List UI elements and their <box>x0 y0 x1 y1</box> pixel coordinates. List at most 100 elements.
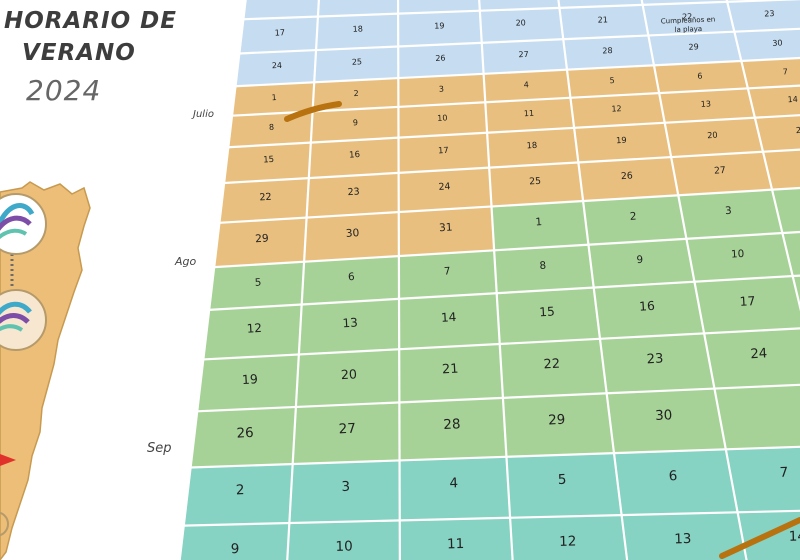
calendar-day-number: 24 <box>272 61 283 70</box>
calendar-day-number: 7 <box>782 67 788 76</box>
calendar-cell <box>398 250 497 299</box>
calendar-cell <box>578 157 679 202</box>
calendar-cell <box>398 73 486 107</box>
calendar-cell <box>664 117 763 158</box>
calendar-cell <box>570 93 665 128</box>
grid-column-line <box>640 0 748 560</box>
calendar-day-number: 27 <box>518 50 529 59</box>
calendar-cell <box>489 162 584 207</box>
calendar-day-number: 9 <box>353 118 359 127</box>
calendar-cell <box>559 4 649 40</box>
grid-row-line <box>190 445 800 469</box>
calendar-day-number: 6 <box>669 468 678 484</box>
calendar-day-number: 1 <box>535 216 542 228</box>
calendar-day-number: 19 <box>434 21 445 30</box>
calendar-cell <box>398 10 482 47</box>
calendar-cell <box>399 456 511 521</box>
calendar-day-number: 10 <box>437 113 448 123</box>
calendar-cell <box>483 69 571 103</box>
grid-row-line <box>235 56 800 88</box>
calendar-cell <box>481 39 567 74</box>
calendar-cell <box>179 523 290 560</box>
calendar-cell <box>754 115 800 152</box>
sun-petal-icon <box>0 193 47 255</box>
calendar-day-number: 22 <box>259 192 272 204</box>
calendar-cell <box>209 261 305 310</box>
calendar-cell <box>704 328 800 389</box>
calendar-cell <box>671 151 773 196</box>
highlight-marker-stroke <box>719 517 800 559</box>
calendar-cell <box>574 122 672 163</box>
calendar-day-number: 17 <box>438 145 449 156</box>
calendar-cell <box>653 60 748 94</box>
calendar-day-number: 4 <box>524 80 530 89</box>
calendar-cell <box>782 231 800 277</box>
calendar-cell <box>295 349 400 407</box>
calendar-cell <box>588 238 695 288</box>
grid-row-line <box>228 114 800 149</box>
calendar-cell <box>197 354 299 412</box>
calendar-day-number: 4 <box>449 475 458 491</box>
calendar-day-number: 25 <box>529 176 542 188</box>
calendar-day-number: 24 <box>750 346 768 362</box>
calendar-cell <box>659 88 755 123</box>
calendar-day-number: 30 <box>345 227 359 240</box>
calendar-cell <box>235 50 317 87</box>
calendar-day-number: 19 <box>616 135 627 146</box>
calendar-cell <box>563 35 654 70</box>
calendar-note-line: Cumpleaños en <box>661 16 716 26</box>
calendar-day-number: 12 <box>611 104 622 114</box>
calendar-day-number: 17 <box>274 27 285 37</box>
calendar-cell <box>399 517 513 560</box>
calendar-day-number: 21 <box>442 362 459 378</box>
calendar-cell <box>734 28 800 61</box>
calendar-cell <box>310 106 399 143</box>
calendar-cell <box>606 388 726 454</box>
calendar-day-number: 17 <box>739 293 756 309</box>
calendar-cell <box>725 446 800 513</box>
calendar-day-number: 5 <box>255 277 262 289</box>
calendar-cell <box>314 46 399 83</box>
grid-column-line <box>478 0 514 560</box>
calendar-day-number: 23 <box>764 9 775 18</box>
calendar-day-number: 27 <box>338 421 356 438</box>
calendar-cell <box>593 281 705 339</box>
calendar-day-number: 6 <box>697 72 703 81</box>
calendar-day-number: 22 <box>543 357 560 373</box>
calendar-note: Cumpleaños enla playa <box>661 16 716 35</box>
grid-row-line <box>197 383 800 413</box>
calendar-cell <box>479 7 564 43</box>
calendar-day-number: 20 <box>340 366 357 382</box>
calendar-cell <box>203 304 302 360</box>
calendar-cell <box>648 31 742 66</box>
calendar-day-number: 13 <box>342 315 358 330</box>
calendar-day-number: 8 <box>269 123 275 132</box>
grid-row-line <box>209 274 800 311</box>
calendar-cell <box>741 57 800 89</box>
calendar-cell <box>316 13 399 51</box>
calendar-cell <box>566 65 660 98</box>
grid-column-line <box>178 0 247 560</box>
calendar-day-number: 31 <box>439 222 453 235</box>
grid-column-line <box>557 0 629 560</box>
calendar-day-number: 13 <box>674 531 692 547</box>
calendar-day-number: 3 <box>439 85 445 94</box>
calendar-cell <box>398 167 492 213</box>
calendar-day-number: 2 <box>236 482 245 498</box>
calendar-cell <box>287 520 400 560</box>
calendar-cell <box>232 82 315 116</box>
calendar-day-number: 7 <box>444 265 451 277</box>
calendar-day-number: 10 <box>335 538 353 554</box>
calendar-day-number: 15 <box>539 304 555 319</box>
calendar-cell <box>727 0 800 32</box>
calendar-cell <box>613 449 738 516</box>
calendar-cell <box>190 406 296 468</box>
calendar-day-number: 13 <box>701 99 712 109</box>
calendar-cell <box>398 42 484 79</box>
calendar-cell <box>289 460 400 524</box>
calendar-day-number: 26 <box>236 425 254 442</box>
calendar-cell <box>398 0 480 14</box>
calendar-day-number: 28 <box>602 46 613 55</box>
grid-row-line <box>243 0 800 21</box>
